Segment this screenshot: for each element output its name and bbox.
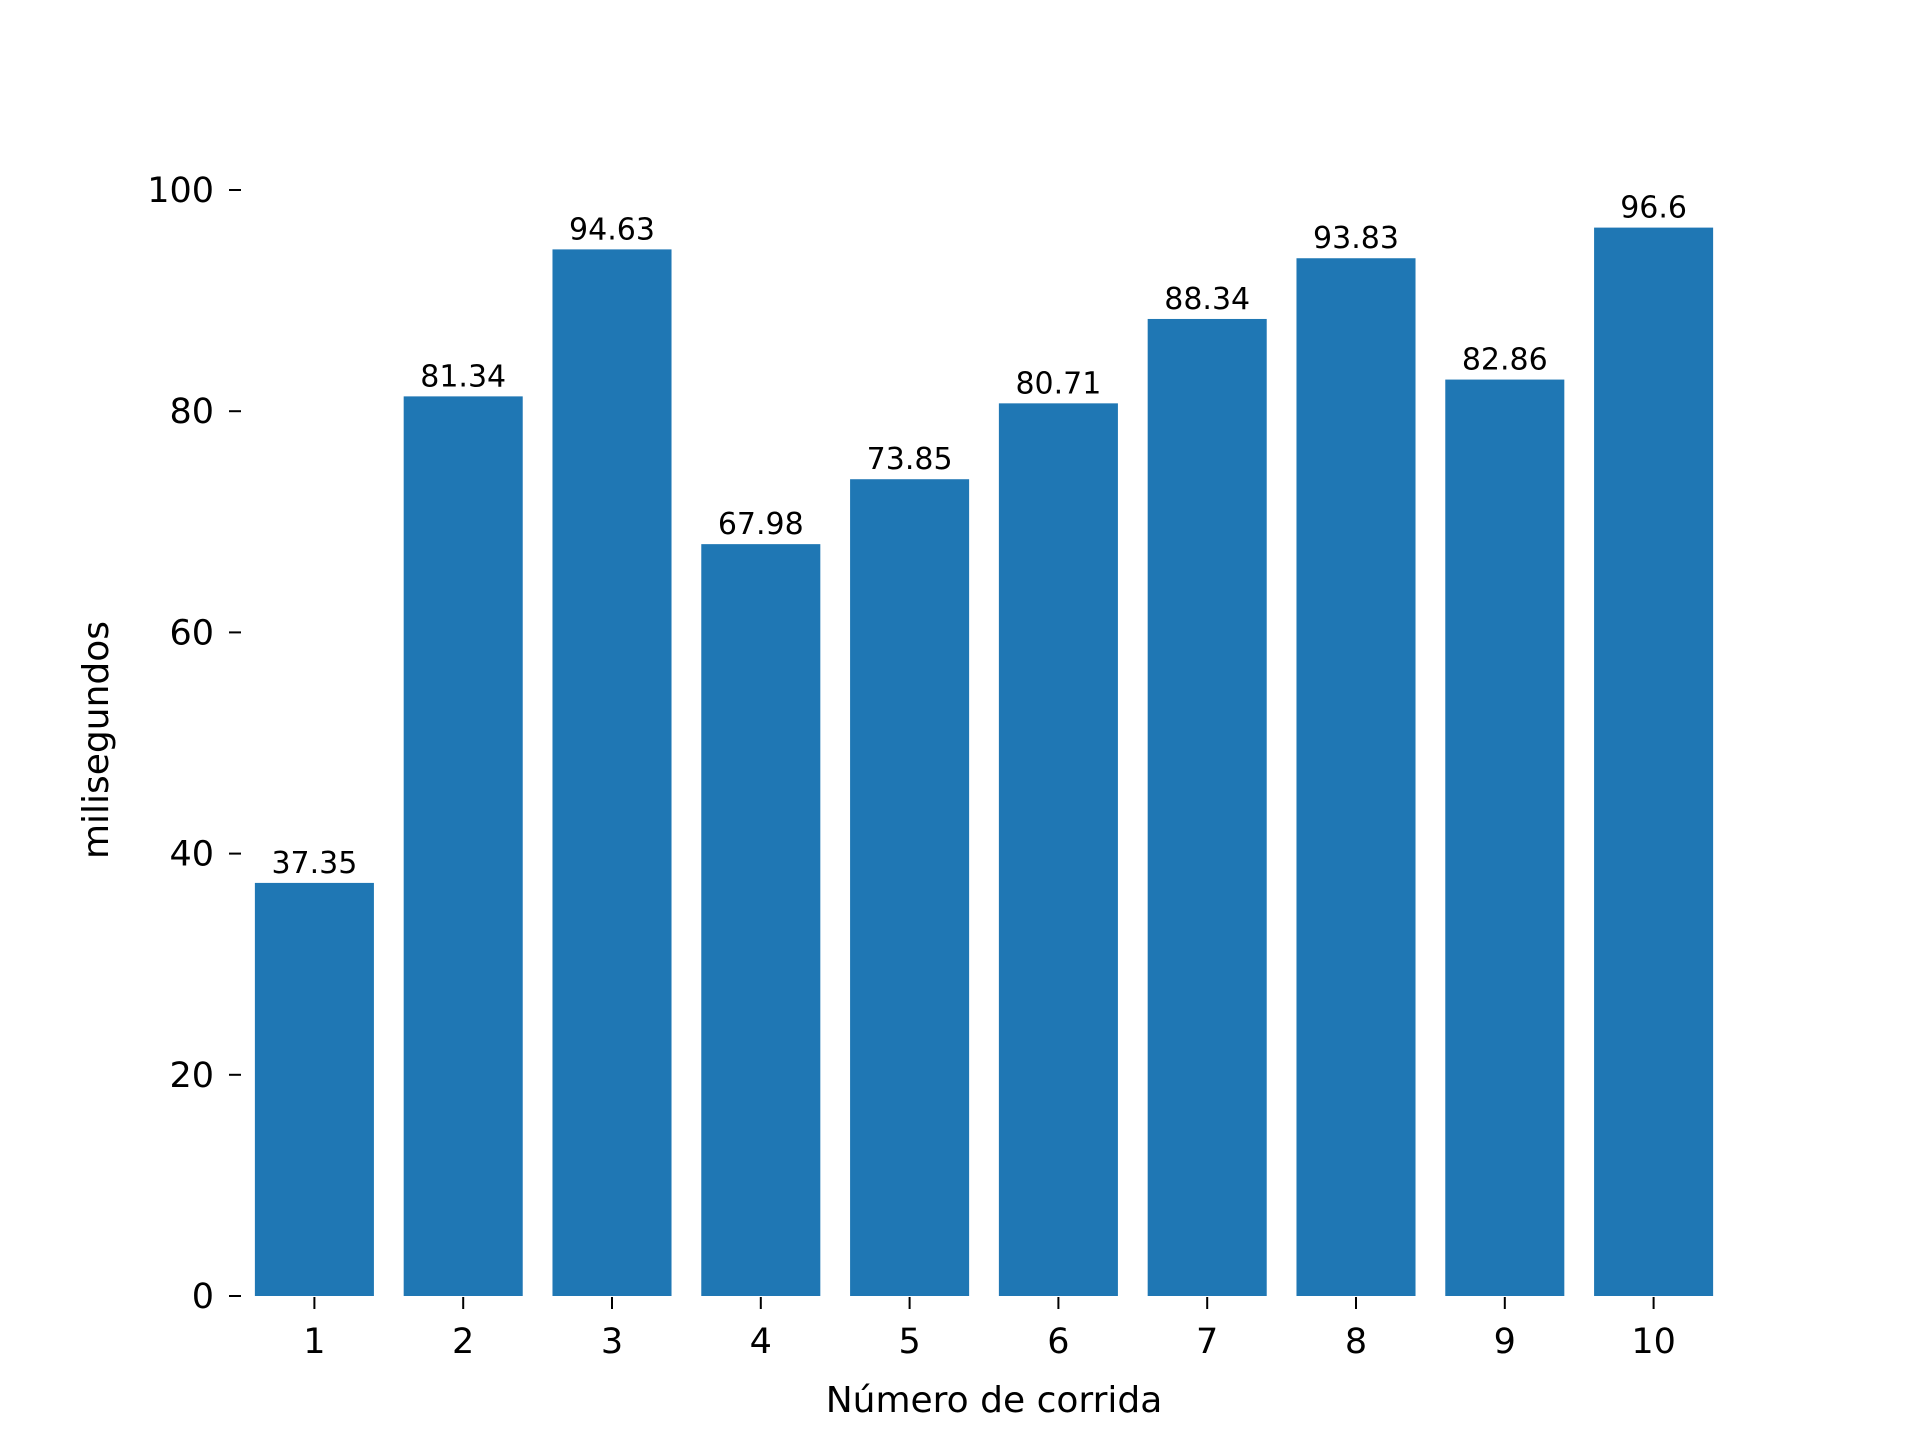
bar bbox=[998, 403, 1118, 1296]
bar bbox=[403, 396, 523, 1296]
x-axis: 1 2 3 4 5 6 7 8 9 10 bbox=[303, 1297, 1676, 1362]
bar bbox=[1445, 379, 1565, 1297]
y-tick-label: 80 bbox=[169, 392, 214, 432]
x-tick-label: 6 bbox=[1047, 1322, 1069, 1362]
data-label: 96.6 bbox=[1620, 191, 1687, 226]
x-tick-label: 8 bbox=[1345, 1322, 1367, 1362]
data-label: 37.35 bbox=[271, 846, 357, 881]
x-tick-label: 2 bbox=[452, 1322, 474, 1362]
x-axis-title: Número de corrida bbox=[826, 1380, 1163, 1421]
y-tick-label: 40 bbox=[169, 835, 214, 875]
x-tick-label: 7 bbox=[1196, 1322, 1218, 1362]
bar bbox=[1147, 318, 1267, 1296]
data-labels: 37.35 81.34 94.63 67.98 73.85 80.71 88.34 93.83… bbox=[271, 191, 1687, 881]
bar bbox=[552, 249, 672, 1296]
bar bbox=[254, 882, 374, 1296]
x-tick-label: 4 bbox=[750, 1322, 772, 1362]
bars bbox=[254, 227, 1714, 1297]
bar bbox=[1296, 258, 1416, 1296]
x-tick-label: 1 bbox=[303, 1322, 325, 1362]
data-label: 88.34 bbox=[1164, 282, 1250, 317]
data-label: 93.83 bbox=[1313, 221, 1399, 256]
data-label: 80.71 bbox=[1015, 366, 1101, 401]
data-label: 82.86 bbox=[1462, 343, 1548, 378]
x-tick-label: 5 bbox=[898, 1322, 920, 1362]
bar bbox=[850, 479, 970, 1296]
y-tick-label: 0 bbox=[192, 1277, 214, 1317]
x-tick-label: 9 bbox=[1494, 1322, 1516, 1362]
data-label: 94.63 bbox=[569, 212, 655, 247]
y-axis-title: milisegundos bbox=[76, 621, 117, 859]
data-label: 81.34 bbox=[420, 359, 506, 394]
y-tick-label: 60 bbox=[169, 613, 214, 653]
y-tick-label: 100 bbox=[147, 171, 214, 211]
bar bbox=[701, 544, 821, 1296]
x-tick-label: 3 bbox=[601, 1322, 623, 1362]
bar bbox=[1594, 227, 1714, 1296]
y-axis: 0 20 40 60 80 100 bbox=[147, 171, 241, 1317]
y-tick-label: 20 bbox=[169, 1056, 214, 1096]
data-label: 67.98 bbox=[718, 507, 804, 542]
data-label: 73.85 bbox=[867, 442, 953, 477]
x-tick-label: 10 bbox=[1631, 1322, 1676, 1362]
